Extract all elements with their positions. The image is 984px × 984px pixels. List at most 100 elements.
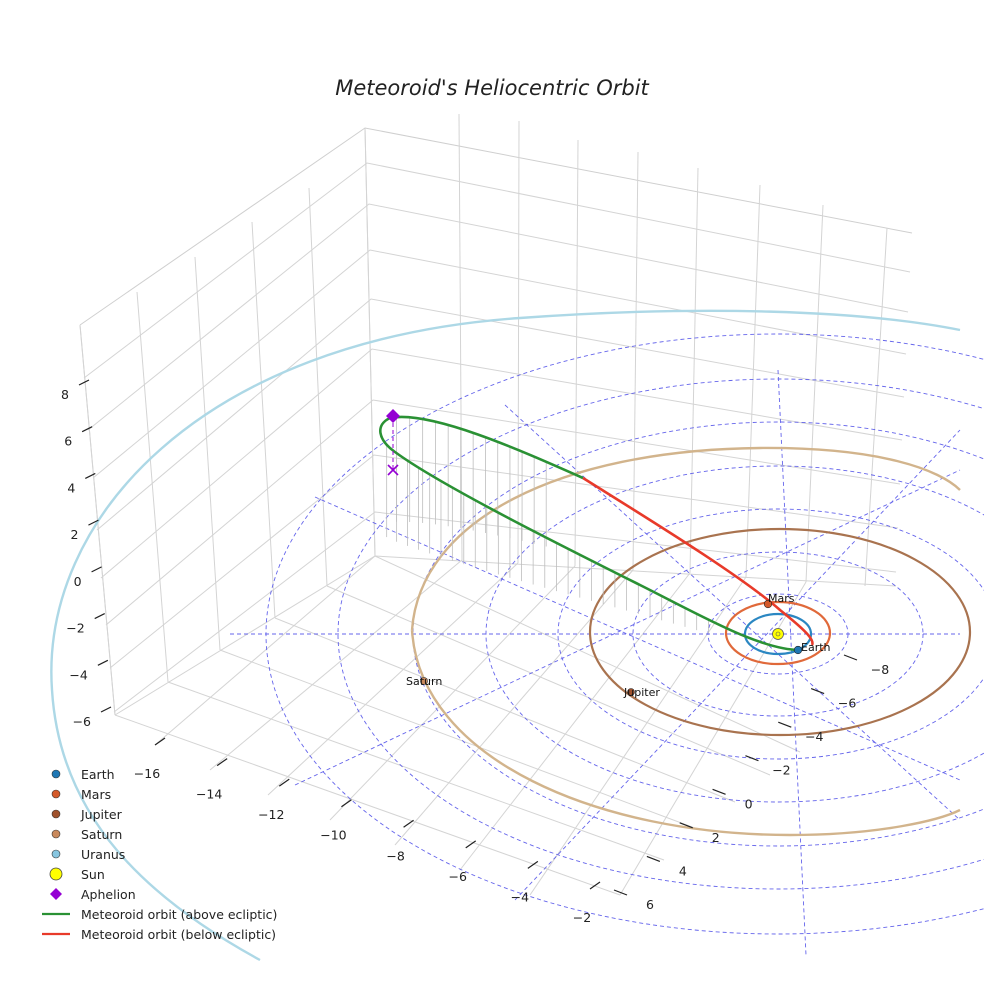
legend: Earth Mars Jupiter Saturn Uranus Sun Aphelion M…: [42, 767, 277, 942]
x-tick-label: −12: [258, 807, 284, 822]
legend-label: Jupiter: [80, 807, 123, 822]
chart-title: Meteoroid's Heliocentric Orbit: [335, 76, 649, 100]
legend-marker: [51, 769, 61, 779]
legend-marker: [51, 789, 61, 799]
z-tick-label: 4: [67, 480, 75, 495]
z-tick-mark: [81, 426, 93, 433]
z-tick-label: 6: [64, 434, 72, 449]
z-tick-label: 2: [70, 527, 78, 542]
x-tick-label: −16: [134, 766, 160, 781]
legend-item: Meteoroid orbit (above ecliptic): [42, 907, 277, 922]
y-tick-label: −6: [838, 696, 856, 711]
sun-core: [775, 631, 781, 637]
x-tick-label: −8: [386, 848, 404, 863]
legend-label: Meteoroid orbit (below ecliptic): [81, 927, 276, 942]
saturn-orbit: [410, 446, 961, 837]
x-tick-label: −10: [320, 828, 346, 843]
y-tick-label: −4: [805, 729, 823, 744]
aphelion-projection-cross: [387, 464, 399, 476]
legend-label: Sun: [81, 867, 105, 882]
y-tick-label: 0: [745, 796, 753, 811]
z-tick-mark: [91, 566, 102, 573]
x-tick-label: −4: [511, 889, 529, 904]
x-axis: −16 −14 −12 −10 −8 −6 −4 −2: [134, 737, 601, 925]
x-tick-label: −6: [448, 869, 466, 884]
z-tick-mark: [94, 613, 105, 620]
x-tick-mark: [465, 840, 477, 849]
z-tick-label: −4: [69, 667, 87, 682]
mars-marker: [763, 599, 773, 609]
x-tick-mark: [278, 778, 290, 787]
meteoroid-orbit-below: [582, 476, 814, 646]
legend-marker: [51, 829, 61, 839]
x-tick-label: −14: [196, 787, 222, 802]
earth-marker: [793, 645, 803, 655]
y-tick-mark: [646, 855, 661, 862]
legend-item: Earth: [51, 767, 115, 782]
legend-label: Saturn: [81, 827, 122, 842]
x-tick-mark: [216, 758, 228, 767]
legend-item: Mars: [51, 787, 111, 802]
y-axis: −8 −6 −4 −2 0 2 4 6: [613, 654, 889, 912]
z-tick-mark: [78, 379, 90, 386]
z-tick-label: 8: [61, 387, 69, 402]
legend-marker: [50, 888, 62, 900]
z-axis: 8 6 4 2 0 −2 −4 −6: [61, 379, 112, 729]
y-tick-label: 6: [646, 897, 654, 912]
y-tick-label: 2: [712, 830, 720, 845]
earth-orbit: [743, 612, 813, 656]
jupiter-marker: [627, 688, 635, 696]
orbit-drop-lines: [386, 417, 709, 634]
legend-item: Meteoroid orbit (below ecliptic): [42, 927, 276, 942]
x-tick-mark: [589, 881, 601, 890]
jupiter-label: Jupiter: [623, 686, 660, 699]
z-tick-mark: [88, 519, 99, 526]
meteoroid-orbit-above: [379, 415, 801, 652]
legend-marker: [49, 867, 63, 881]
x-tick-mark: [403, 819, 414, 828]
earth-label: Earth: [801, 641, 831, 654]
z-tick-label: −6: [73, 714, 91, 729]
legend-item: Sun: [49, 867, 105, 882]
sun-marker: [772, 628, 784, 640]
y-tick-mark: [843, 654, 858, 661]
z-tick-label: −2: [66, 621, 84, 636]
mars-label: Mars: [768, 592, 795, 605]
y-tick-mark: [810, 688, 825, 695]
legend-label: Meteoroid orbit (above ecliptic): [81, 907, 277, 922]
legend-label: Earth: [81, 767, 115, 782]
aphelion-marker: [386, 409, 400, 423]
legend-marker: [51, 809, 61, 819]
saturn-label: Saturn: [406, 675, 442, 688]
x-tick-mark: [154, 737, 166, 746]
legend-label: Uranus: [81, 847, 125, 862]
legend-item: Uranus: [51, 847, 125, 862]
mars-orbit: [724, 600, 832, 666]
y-tick-label: 4: [679, 863, 687, 878]
y-tick-label: −2: [772, 763, 790, 778]
legend-item: Jupiter: [51, 807, 123, 822]
uranus-orbit: [50, 309, 961, 962]
saturn-marker: [420, 677, 428, 685]
y-tick-mark: [679, 822, 693, 829]
legend-label: Aphelion: [81, 887, 136, 902]
y-tick-mark: [745, 755, 759, 762]
x-tick-mark: [341, 799, 352, 808]
legend-label: Mars: [81, 787, 111, 802]
axes-grid: [79, 113, 913, 896]
z-tick-label: 0: [74, 574, 82, 589]
x-tick-label: −2: [573, 910, 591, 925]
y-tick-mark: [712, 788, 726, 795]
legend-item: Aphelion: [50, 887, 136, 902]
y-tick-label: −8: [871, 662, 889, 677]
legend-marker: [51, 849, 61, 859]
y-tick-mark: [778, 721, 792, 728]
z-tick-mark: [85, 472, 96, 479]
y-tick-mark: [613, 889, 628, 896]
x-tick-mark: [527, 860, 539, 869]
ecliptic-grid: [230, 333, 984, 956]
jupiter-orbit: [588, 527, 972, 737]
legend-item: Saturn: [51, 827, 122, 842]
z-tick-mark: [97, 659, 109, 666]
